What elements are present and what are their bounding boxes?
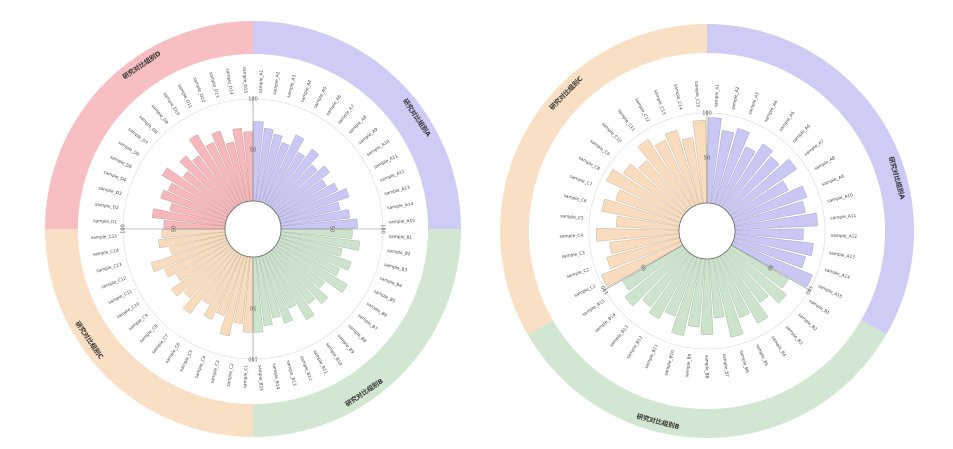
- sample-label: sample_A14: [387, 201, 414, 211]
- tick-label: 100: [702, 111, 712, 117]
- sample-label: sample_A13: [829, 250, 856, 261]
- sample-label: sample_C1: [242, 364, 249, 388]
- sample-label: sample_B9: [684, 353, 693, 377]
- sample-label: sample_C3: [209, 359, 221, 384]
- sample-label: sample_B2: [387, 248, 411, 258]
- tick-label: 50: [250, 305, 256, 311]
- tick-label: 50: [329, 226, 335, 232]
- sample-label: sample_A2: [272, 71, 282, 95]
- sample-label: sample_C6: [563, 193, 588, 205]
- tick-label: 50: [704, 156, 710, 162]
- sample-label: sample_B14: [271, 363, 281, 390]
- sample-label: sample_A15: [389, 218, 416, 225]
- sample-label: sample_D15: [241, 67, 248, 94]
- axis-line: [731, 244, 812, 292]
- sample-label: sample_A1: [258, 69, 265, 93]
- tick-label: 100: [121, 224, 127, 234]
- tick-label: 50: [640, 263, 648, 272]
- tick-label: 100: [248, 356, 258, 362]
- sample-label: sample_C15: [693, 81, 701, 108]
- tick-label: 50: [172, 226, 178, 232]
- group-band: [527, 320, 887, 438]
- sample-label: sample_A3: [286, 74, 298, 98]
- sample-label: sample_B1: [389, 234, 413, 241]
- sample-label: sample_D1: [93, 218, 117, 225]
- tick-label: 100: [600, 284, 610, 295]
- sample-label: sample_D2: [95, 202, 120, 212]
- group-band: [45, 229, 253, 437]
- sample-label: sample_B8: [704, 355, 710, 379]
- tick-label: 100: [804, 284, 814, 295]
- circular-bar-chart-three-groups: sample_A1 sample_A2 sample_A3 sample_A4 samp…: [500, 24, 914, 438]
- sample-label: sample_C14: [672, 84, 683, 111]
- sample-label: sample_A1: [713, 83, 721, 107]
- sample-label: sample_B7: [721, 353, 730, 377]
- sample-label: sample_C15: [91, 234, 118, 241]
- inner-circle: [678, 202, 736, 260]
- sample-label: sample_A12: [831, 233, 858, 240]
- tick-label: 50: [250, 148, 256, 154]
- sample-label: sample_A11: [830, 213, 857, 222]
- sample-label: sample_C2: [226, 363, 236, 387]
- inner-circle: [224, 200, 282, 258]
- group-band: [253, 21, 461, 229]
- group-band: [707, 24, 914, 335]
- tick-label: 100: [380, 224, 386, 234]
- group-band: [45, 21, 253, 229]
- sample-label: sample_D14: [224, 68, 234, 95]
- tick-label: 50: [766, 263, 774, 272]
- circular-bar-chart-four-groups: sample_A1 sample_A2 sample_A3 sample_A4 samp…: [45, 21, 461, 437]
- sample-label: sample_B15: [257, 365, 264, 392]
- sample-label: sample_B3: [383, 262, 407, 274]
- group-band: [253, 229, 461, 437]
- group-band: [500, 24, 707, 335]
- sample-label: sample_C4: [559, 233, 583, 240]
- sample-label: sample_C14: [92, 248, 119, 258]
- tick-label: 100: [248, 97, 258, 103]
- sample-label: sample_A2: [730, 86, 741, 110]
- sample-label: sample_C5: [560, 213, 584, 221]
- axis-line: [602, 244, 683, 292]
- sample-label: sample_C3: [561, 250, 585, 260]
